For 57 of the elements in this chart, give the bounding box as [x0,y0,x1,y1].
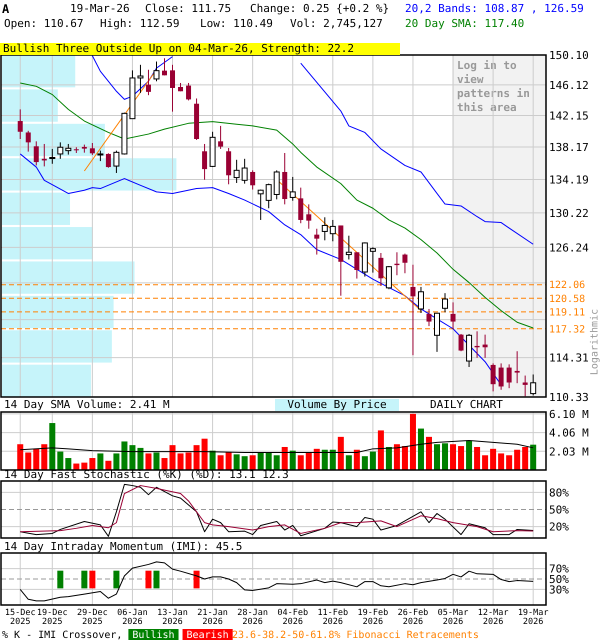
x-tick-label: 19-Dec 2025 [36,608,68,627]
text: A [2,2,10,16]
x-tick-label: 05-Mar 2026 [438,608,468,627]
band-label: Log in to view patterns in this area [457,59,530,114]
text: Low: 110.49 [200,17,273,30]
x-tick-label: 19-Feb 2026 [358,608,388,627]
y-axis-title: Logarithmic [590,308,600,376]
x-tick-label: 04-Feb 2026 [277,608,308,627]
x-tick-label: 06-Jan 2026 [117,608,148,627]
x-tick-label: 21-Jan 2026 [197,608,228,627]
y-tick-label: 138.17 [549,141,589,154]
y-tick-label: 70% [549,562,570,576]
ref-line-label: 119.11 [549,307,586,318]
text: Open: 110.67 [4,17,84,30]
text: 20,2 Bands: 108.87 , 126.59 [405,2,584,15]
text: Vol: 2,745,127 [290,17,383,30]
text: 23.6-38.2-50-61.8% Fibonacci Retracements [232,630,479,640]
x-tick-label: 13-Jan 2026 [157,608,188,627]
x-tick-label: 28-Jan 2026 [237,608,268,627]
y-tick-label: 130.22 [549,206,589,220]
y-tick-label: 110.33 [549,391,589,404]
text: Bullish [132,630,175,640]
y-tick-label: 4.06 M [549,426,590,440]
y-tick-label: 50% [549,504,570,516]
text: Change: 0.25 {+0.2 %} [250,2,390,15]
x-tick-label: 15-Dec 2025 [4,608,36,627]
text: 20 Day SMA: 117.40 [405,17,524,30]
ref-line-label: 122.06 [549,280,586,292]
text: Close: 111.75 [145,2,232,15]
y-tick-label: 30% [549,583,570,596]
ref-line-label: 117.32 [549,324,586,336]
y-tick-label: 146.12 [549,78,589,92]
text: Bearish [186,630,229,640]
y-tick-label: 20% [549,520,570,534]
chart-title: 14 Day SMA Volume: 2.41 M [4,398,170,411]
y-tick-label: 142.15 [549,109,589,122]
legend-title: % K - IMI Crossover, [2,630,122,640]
text: High: 112.59 [100,17,180,30]
y-tick-label: 6.10 M [549,408,590,421]
x-tick-label: 12-Mar 2026 [478,608,508,627]
text: 19-Mar-26 [70,2,130,15]
ref-line-label: 120.58 [549,294,586,305]
x-tick-label: 26-Feb 2026 [398,608,428,627]
y-tick-label: 2.03 M [549,445,590,458]
y-tick-label: 80% [549,486,570,500]
x-tick-label: 19-Mar 2026 [518,608,549,627]
x-tick-label: 29-Dec 2025 [77,608,108,627]
x-tick-label: 11-Feb 2026 [317,608,348,627]
text: DAILY CHART [430,398,504,411]
y-tick-label: 50% [549,573,570,586]
y-tick-label: 126.24 [549,241,590,254]
y-tick-label: 114.31 [549,352,589,365]
text: Volume By Price [287,398,387,411]
chart-title: 14 Day Intraday Momentum (IMI): 45.5 [4,540,242,553]
y-tick-label: 150.10 [549,49,589,62]
annotation: Bullish Three Outside Up on 04-Mar-26, Strength: 22.2 [3,42,354,55]
y-tick-label: 134.19 [549,173,589,186]
